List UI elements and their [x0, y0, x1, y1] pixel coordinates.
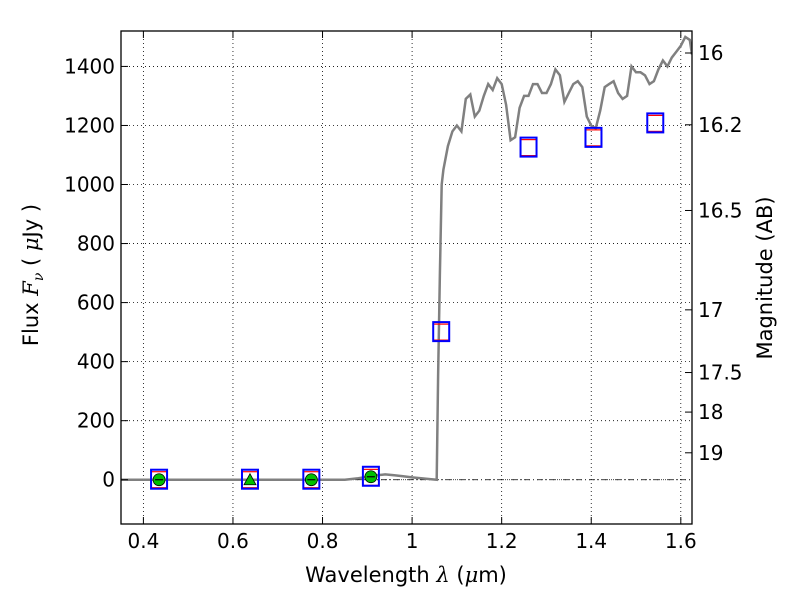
- x-tick-label: 0.6: [217, 529, 249, 553]
- y-axis-ticks: 0 200 400 600 800 1000 1200 1400: [64, 54, 128, 492]
- model-photometry-marker: [432, 323, 450, 341]
- photometry-points: [150, 112, 665, 490]
- y-tick-label: 0: [102, 468, 115, 492]
- right-tick-label: 17: [698, 298, 723, 322]
- right-axis-ticks: 16 16.2 16.5 17 17.5 18 19: [685, 41, 743, 465]
- model-spectrum-line: [121, 35, 692, 482]
- model-photometry-marker: [519, 139, 538, 157]
- x-tick-label: 1: [406, 529, 419, 553]
- observed-photometry-box: [519, 136, 538, 158]
- x-tick-label: 1.6: [665, 529, 697, 553]
- x-tick-label: 1.2: [486, 529, 518, 553]
- right-tick-label: 18: [698, 400, 723, 424]
- observed-photometry-box: [240, 468, 259, 490]
- plot-frame: [120, 30, 693, 525]
- right-tick-label: 16.5: [698, 198, 743, 222]
- model-photometry-marker: [584, 129, 603, 147]
- model-photometry-marker: [646, 114, 664, 133]
- observed-photometry-box: [302, 468, 321, 490]
- observed-flux-triangle: [243, 472, 257, 486]
- right-tick-label: 19: [698, 441, 723, 465]
- y-tick-label: 1200: [64, 113, 115, 137]
- y-tick-label: 800: [77, 232, 115, 256]
- observed-photometry-box: [432, 321, 451, 343]
- y-tick-label: 1000: [64, 173, 115, 197]
- x-tick-label: 1.4: [575, 529, 607, 553]
- observed-photometry-box: [150, 468, 169, 490]
- y-tick-label: 1400: [64, 54, 115, 78]
- grid-lines: [121, 31, 692, 524]
- observed-photometry-box: [646, 112, 665, 134]
- x-axis-ticks: 0.4 0.6 0.8 1 1.2 1.4 1.6: [127, 31, 697, 553]
- right-tick-label: 16.2: [698, 113, 743, 137]
- right-tick-label: 16: [698, 41, 723, 65]
- y-tick-label: 600: [77, 291, 115, 315]
- y-tick-label: 200: [77, 409, 115, 433]
- x-tick-label: 0.8: [307, 529, 339, 553]
- y-axis-title: Flux Fν ( μJy ): [19, 204, 47, 346]
- x-tick-label: 0.4: [127, 529, 159, 553]
- observed-photometry-box: [584, 126, 603, 148]
- y-tick-label: 400: [77, 350, 115, 374]
- x-axis-title: Wavelength λ (μm): [305, 563, 507, 587]
- right-axis-title: Magnitude (AB): [753, 196, 777, 359]
- right-tick-label: 17.5: [698, 361, 743, 385]
- observed-photometry-box: [361, 465, 380, 487]
